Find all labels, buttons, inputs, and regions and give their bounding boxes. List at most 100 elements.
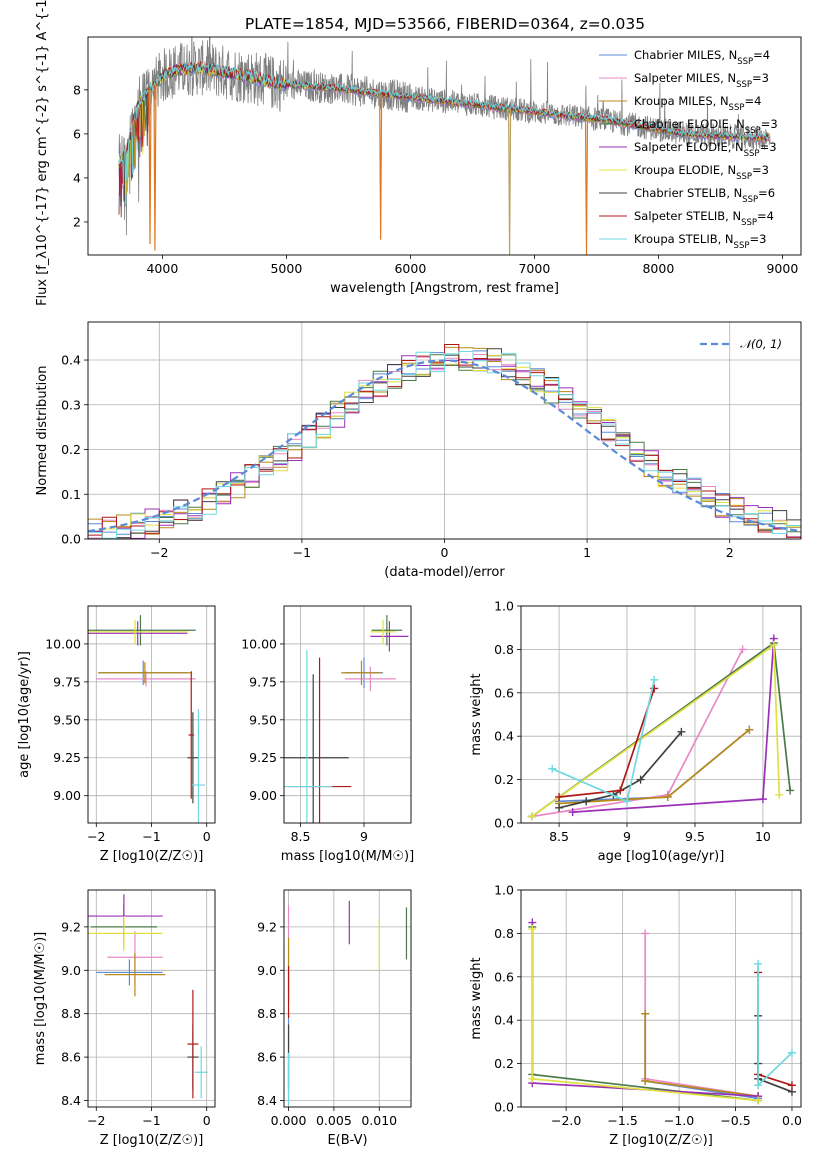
y-tick-label: 9.0 <box>257 963 277 978</box>
plot-area <box>527 634 795 821</box>
y-tick-label: 6 <box>73 126 81 141</box>
series-marker-8 <box>754 1081 763 1090</box>
spectrum-data <box>118 37 771 236</box>
y-tick-label: 0.0 <box>494 816 514 831</box>
x-tick-label: 0.010 <box>361 1113 397 1128</box>
y-tick-label: 0.4 <box>61 353 81 368</box>
series-marker-1 <box>738 645 747 654</box>
legend-entry-7: Salpeter STELIB, NSSP=4 <box>634 209 774 228</box>
y-tick-label: 1.0 <box>494 599 514 614</box>
y-tick-label: 4 <box>73 170 81 185</box>
y-tick-label: 8.8 <box>257 1006 277 1021</box>
x-tick-label: −1.5 <box>607 1113 637 1128</box>
x-tick-label: −1.0 <box>664 1113 694 1128</box>
legend-entry-0: Chabrier MILES, NSSP=4 <box>634 48 770 67</box>
figure-title: PLATE=1854, MJD=53566, FIBERID=0364, z=0… <box>245 15 645 33</box>
axes-frame <box>283 605 412 824</box>
legend-entry-1: Salpeter MILES, NSSP=3 <box>634 71 769 90</box>
x-axis-label: (data-model)/error <box>384 565 505 580</box>
y-tick-label: 9.50 <box>249 712 277 727</box>
y-tick-label: 0.2 <box>61 442 81 457</box>
series-marker-5 <box>528 1074 537 1083</box>
plot-area <box>287 900 408 1105</box>
plot-area <box>528 918 796 1105</box>
series-marker-7 <box>787 1081 796 1090</box>
x-tick-label: 4000 <box>146 261 178 276</box>
series-marker-5 <box>528 925 537 934</box>
panel-mass_vs_Z: −2 −1 0 8.4 8.6 8.8 9.0 9.2 Z [log10(Z/Z☉)] mass … <box>33 889 216 1148</box>
series-line-2 <box>559 729 750 805</box>
axes-frame <box>87 36 802 256</box>
y-tick-label: 0.0 <box>61 532 81 547</box>
y-axis-label: Normed distribution <box>35 366 50 496</box>
series-marker-1 <box>641 929 650 938</box>
axes-frame <box>520 605 802 824</box>
y-tick-label: 1.0 <box>494 883 514 898</box>
x-tick-label: 0 <box>203 829 211 844</box>
x-tick-label: 0.0 <box>782 1113 802 1128</box>
y-tick-label: 0.1 <box>61 487 81 502</box>
legend-entry-2: Kroupa MILES, NSSP=4 <box>634 94 761 113</box>
series-line-8 <box>757 963 793 1088</box>
series-line-0 <box>559 729 750 803</box>
y-tick-label: 8.6 <box>61 1050 81 1065</box>
axes-frame <box>520 889 802 1108</box>
plot-area <box>284 615 409 823</box>
x-tick-label: −1 <box>142 1113 160 1128</box>
legend-normal: 𝒩(0, 1) <box>740 337 782 351</box>
x-tick-label: 5000 <box>270 261 302 276</box>
y-tick-label: 8.4 <box>257 1093 277 1108</box>
y-tick-label: 2 <box>73 214 81 229</box>
y-tick-label: 0.2 <box>494 772 514 787</box>
y-tick-label: 0.6 <box>494 685 514 700</box>
x-tick-label: 0 <box>203 1113 211 1128</box>
x-axis-label: mass [log10(M/M☉)] <box>281 849 414 864</box>
y-tick-label: 9.2 <box>257 919 277 934</box>
y-tick-label: 0.4 <box>494 1013 514 1028</box>
series-marker-6 <box>636 775 645 784</box>
y-tick-label: 0.8 <box>494 642 514 657</box>
y-tick-label: 9.25 <box>53 750 81 765</box>
axes-frame <box>87 321 802 540</box>
x-tick-label: −1 <box>293 545 311 560</box>
axes-frame <box>283 889 412 1108</box>
x-tick-label: −1 <box>142 829 160 844</box>
legend-entry-5: Kroupa ELODIE, NSSP=3 <box>634 163 769 182</box>
x-tick-label: 8000 <box>642 261 674 276</box>
series-marker-2 <box>641 1076 650 1085</box>
series-marker-7 <box>555 792 564 801</box>
y-tick-label: 8.6 <box>257 1050 277 1065</box>
panel-mass_vs_ebv: 0.000 0.005 0.010 8.4 8.6 8.8 9.0 9.2 E(B-V) <box>257 889 412 1148</box>
spectrum-dip <box>508 108 512 255</box>
series-marker-2 <box>745 725 754 734</box>
axes-frame <box>87 605 216 824</box>
x-tick-label: −2 <box>87 829 105 844</box>
panel-weight_vs_Z: −2.0 −1.5 −1.0 −0.5 0.0 0.0 0.2 0.4 0.6 0.8 1.0 Z [… <box>469 883 802 1149</box>
x-tick-label: −2 <box>150 545 168 560</box>
x-tick-label: 9 <box>360 829 368 844</box>
y-tick-label: 0.3 <box>61 397 81 412</box>
x-tick-label: 8.5 <box>549 829 569 844</box>
x-axis-label: Z [log10(Z/Z☉)] <box>609 1133 713 1148</box>
series-marker-6 <box>677 727 686 736</box>
y-tick-label: 9.00 <box>53 788 81 803</box>
y-tick-label: 0.6 <box>494 969 514 984</box>
x-tick-label: 1 <box>583 545 591 560</box>
y-tick-label: 8.4 <box>61 1093 81 1108</box>
y-tick-label: 0.0 <box>494 1100 514 1115</box>
series-marker-5 <box>527 812 536 821</box>
plot-area <box>88 344 801 539</box>
series-marker-5 <box>769 641 778 650</box>
y-tick-label: 0.4 <box>494 729 514 744</box>
x-tick-label: 2 <box>726 545 734 560</box>
series-line-2 <box>644 1013 759 1098</box>
x-tick-label: −0.5 <box>720 1113 750 1128</box>
panel-weight_vs_age: 8.5 9 9.5 10 0.0 0.2 0.4 0.6 0.8 1.0 age [log10(ag… <box>469 599 802 864</box>
x-axis-label: Z [log10(Z/Z☉)] <box>100 849 204 864</box>
x-tick-label: 0 <box>441 545 449 560</box>
x-tick-label: 9 <box>623 829 631 844</box>
series-marker-8 <box>787 1048 796 1057</box>
y-tick-label: 8 <box>73 82 81 97</box>
series-marker-2 <box>641 1009 650 1018</box>
series-marker-5 <box>754 1096 763 1105</box>
